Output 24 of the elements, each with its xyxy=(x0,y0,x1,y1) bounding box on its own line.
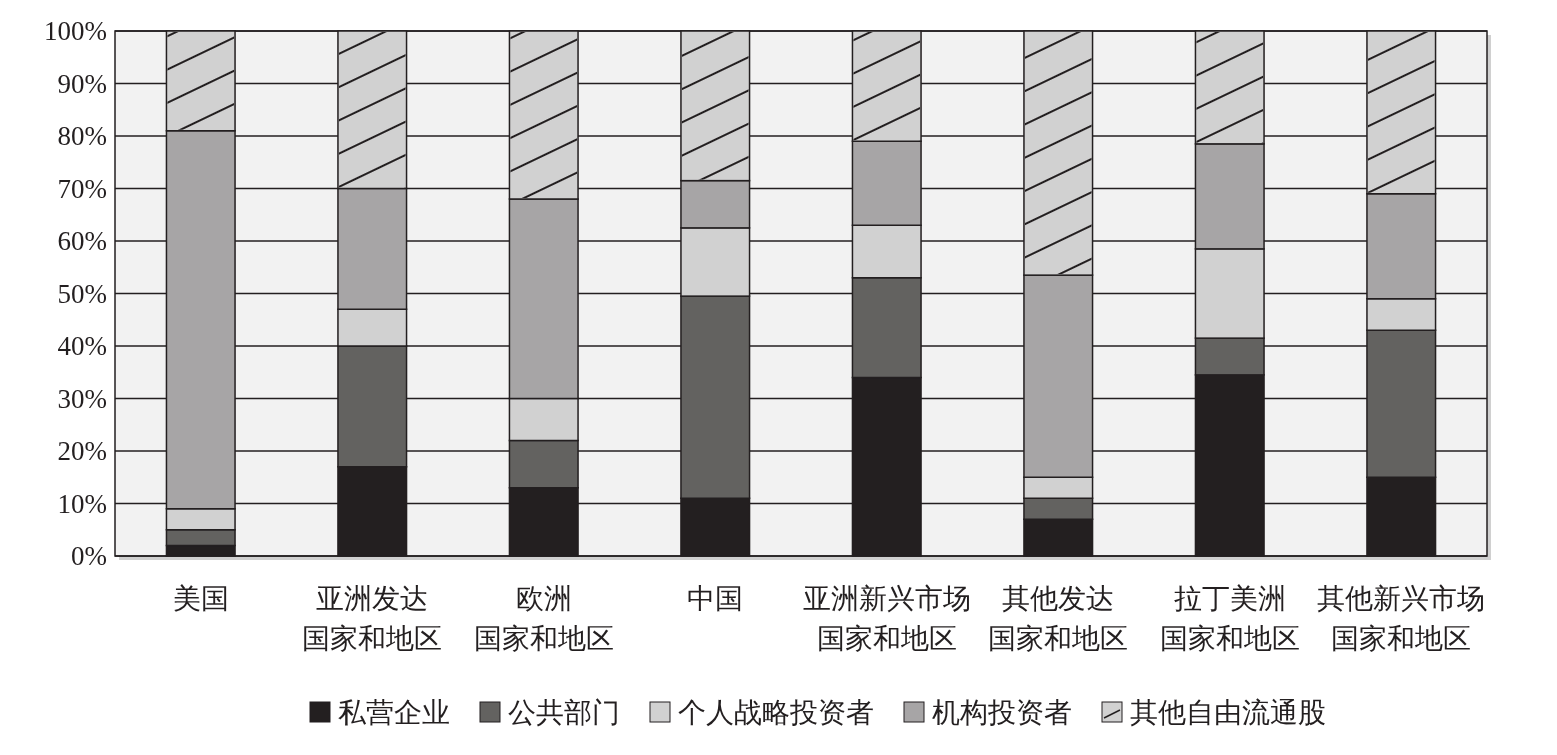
legend-label: 机构投资者 xyxy=(932,697,1072,728)
x-tick-label: 其他新兴市场国家和地区 xyxy=(1317,583,1486,654)
x-tick-label: 亚洲新兴市场国家和地区 xyxy=(802,583,971,654)
y-tick-label: 90% xyxy=(57,68,107,99)
legend-label: 其他自由流通股 xyxy=(1130,697,1326,728)
x-tick-label: 美国 xyxy=(172,583,229,614)
x-tick-label: 其他发达国家和地区 xyxy=(988,583,1129,654)
legend-label: 私营企业 xyxy=(338,697,450,728)
y-tick-label: 80% xyxy=(57,121,107,151)
y-tick-label: 40% xyxy=(57,331,107,361)
y-tick-label: 70% xyxy=(57,173,107,204)
x-tick-label: 欧洲国家和地区 xyxy=(473,583,614,654)
y-tick-label: 30% xyxy=(57,383,107,414)
x-tick-label: 拉丁美洲国家和地区 xyxy=(1159,583,1300,654)
y-tick-label: 100% xyxy=(44,16,107,46)
legend-label: 个人战略投资者 xyxy=(678,697,874,728)
x-tick-label: 中国 xyxy=(687,583,744,614)
y-tick-label: 20% xyxy=(57,436,107,466)
y-tick-label: 60% xyxy=(57,226,107,256)
y-tick-label: 50% xyxy=(57,278,107,309)
x-tick-label: 亚洲发达国家和地区 xyxy=(302,583,443,654)
y-tick-label: 10% xyxy=(57,488,107,519)
y-tick-label: 0% xyxy=(71,541,107,571)
legend-label: 公共部门 xyxy=(508,697,620,728)
